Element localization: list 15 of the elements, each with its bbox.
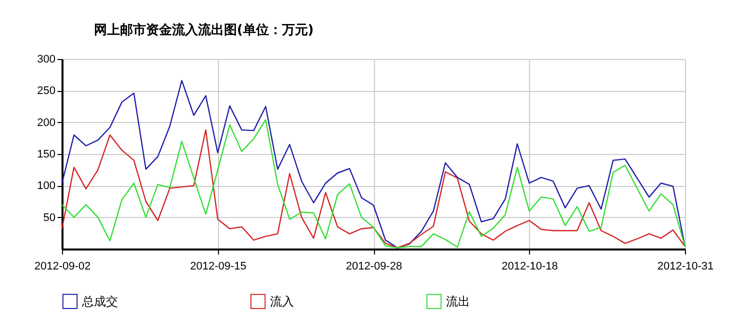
- legend-label: 总成交: [81, 294, 118, 308]
- y-tick-label: 100: [37, 180, 56, 192]
- y-tick-label: 50: [43, 212, 56, 224]
- y-tick-label: 200: [37, 116, 56, 129]
- y-tick-label: 300: [37, 54, 56, 66]
- chart-title: 网上邮市资金流入流出图(单位：万元): [94, 22, 314, 38]
- x-tick-label: 2012-09-15: [190, 260, 246, 272]
- x-tick-label: 2012-09-02: [34, 260, 91, 272]
- legend-label: 流出: [446, 294, 470, 308]
- x-tick-label: 2012-10-18: [502, 260, 558, 272]
- x-tick-label: 2012-09-28: [346, 260, 402, 272]
- y-tick-label: 250: [37, 85, 56, 98]
- legend-label: 流入: [270, 294, 294, 308]
- y-tick-label: 150: [37, 148, 56, 160]
- x-tick-label: 2012-10-31: [657, 260, 714, 272]
